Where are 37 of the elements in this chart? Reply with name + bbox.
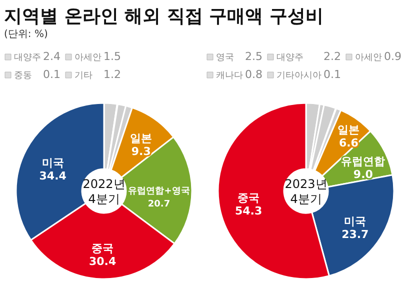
slice-label: 중국 <box>238 192 260 205</box>
legend-label: 중동 <box>14 71 32 81</box>
legend-label: 영국 <box>216 53 234 63</box>
data-label: 9.3 <box>131 144 151 158</box>
data-label: 2.4 <box>43 50 60 63</box>
text: 2023년 4분기 <box>284 177 328 206</box>
legend-label: 아세안 <box>74 53 102 63</box>
chart-title: 지역별 온라인 해외 직접 구매액 구성비 <box>4 6 324 27</box>
legend-label: 대양주 <box>276 53 304 63</box>
data-label: 54.3 <box>234 204 262 218</box>
data-label: 2.2 <box>323 50 341 63</box>
slice-label: 일본 <box>130 132 152 145</box>
slice-label: 유럽연합+영국 <box>128 186 190 196</box>
data-label: 1.2 <box>103 68 121 81</box>
legend-label: 캐나다 <box>216 71 243 81</box>
data-label: 30.4 <box>88 254 116 268</box>
slice-label: 유럽연합 <box>341 155 386 168</box>
data-label: 34.4 <box>39 170 67 183</box>
data-label: 2.5 <box>245 50 262 63</box>
text: 2022년 4분기 <box>82 177 126 206</box>
data-label: 1.5 <box>103 50 121 63</box>
slice-label: 미국 <box>42 156 64 170</box>
legend-label: 아세안 <box>354 53 382 63</box>
data-label: 23.7 <box>342 228 369 241</box>
data-label: 0.1 <box>43 68 60 81</box>
data-label: 0.8 <box>245 68 262 81</box>
chart-subtitle: (단위: %) <box>4 29 48 40</box>
slice-label: 중국 <box>92 242 114 255</box>
data-label: 9.0 <box>353 168 374 182</box>
data-label: 0.9 <box>384 50 402 63</box>
slice-label: 일본 <box>338 124 360 137</box>
legend-label: 기타 <box>74 71 92 81</box>
data-label: 20.7 <box>148 199 170 210</box>
data-label: 0.1 <box>323 68 341 81</box>
legend-label: 대양주 <box>14 53 41 63</box>
legend-label: 기타아시아 <box>276 71 322 81</box>
slice-label: 미국 <box>344 214 366 228</box>
